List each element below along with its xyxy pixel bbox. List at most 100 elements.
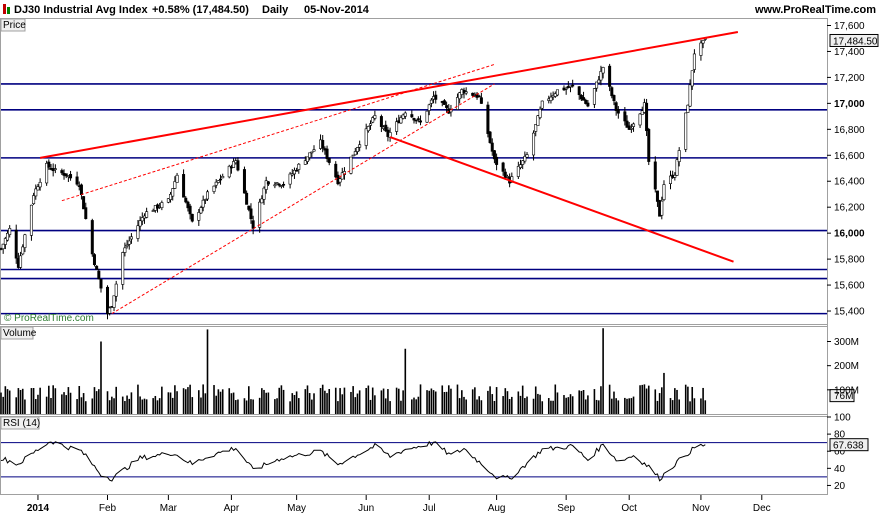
candle-body [69, 174, 73, 179]
candle-body [349, 156, 353, 174]
candle-body [464, 91, 468, 94]
volume-layer [0, 328, 707, 414]
date-tick-label: 2014 [27, 503, 50, 514]
candle-body [232, 161, 236, 168]
candle-body [260, 198, 264, 204]
candle-body [292, 169, 296, 175]
candle-body [555, 89, 559, 96]
candle-body [334, 163, 338, 178]
candle-body [523, 156, 527, 162]
candle-body [214, 181, 218, 186]
price-tick-label: 16,200 [834, 203, 865, 214]
candle-body [29, 204, 33, 236]
candle-body [45, 162, 49, 184]
candle-body [145, 211, 149, 218]
candle-body [36, 186, 40, 191]
candle-body [321, 140, 325, 149]
candle-body [38, 181, 42, 188]
trendline [39, 30, 739, 159]
candle-body [242, 169, 246, 194]
candle-body [125, 244, 129, 247]
candle-body [660, 200, 664, 216]
candle-body [571, 84, 575, 87]
candle-body [701, 40, 705, 44]
candle-body [197, 212, 201, 221]
candle-body [540, 100, 544, 109]
candle-body [53, 168, 57, 170]
candle-body [136, 225, 140, 239]
candle-body [79, 184, 83, 195]
candle-body [516, 166, 520, 177]
candle-body [690, 70, 694, 87]
volume-tick-label: 76M [834, 391, 853, 402]
candle-body [206, 191, 210, 200]
site-url[interactable]: www.ProRealTime.com [754, 4, 876, 16]
rsi-tick-label: 40 [834, 464, 846, 475]
candle-body [173, 181, 177, 189]
candle-body [186, 201, 190, 209]
candle-body [353, 151, 357, 156]
candle-body [564, 87, 568, 90]
candle-body [616, 109, 620, 114]
candle-body [275, 182, 279, 185]
date-tick-label: Jul [423, 503, 436, 514]
candle-body [19, 255, 23, 268]
candle-body [538, 108, 542, 118]
candle-body [429, 99, 433, 104]
rsi-tick-label: 80 [834, 430, 846, 441]
candle-body [355, 147, 359, 152]
candle-body [169, 193, 173, 200]
candle-body [521, 160, 525, 165]
candle-body [366, 126, 370, 132]
candle-body [99, 278, 103, 289]
candle-body [262, 187, 266, 200]
candle-body [166, 198, 170, 203]
candle-body [23, 234, 27, 248]
date-tick-label: Feb [99, 503, 117, 514]
candle-body [612, 95, 616, 102]
candle-body [245, 192, 249, 205]
candle-body [351, 154, 355, 157]
candle-body [692, 53, 696, 70]
watermark: © ProRealTime.com [4, 313, 94, 324]
rsi-tick-label: 60 [834, 447, 846, 458]
candle-body [140, 217, 144, 222]
candle-body [203, 199, 207, 201]
candle-body [123, 247, 127, 253]
candle-body [84, 207, 88, 219]
candle-body [216, 180, 220, 183]
candle-body [227, 165, 231, 178]
volume-label: Volume [3, 328, 37, 339]
candle-body [90, 220, 94, 255]
candle-body [373, 115, 377, 119]
candle-body [82, 196, 86, 210]
candle-body [236, 160, 240, 171]
candle-body [645, 102, 649, 132]
price-tick-label: 16,000 [834, 229, 865, 240]
candle-body [632, 123, 636, 127]
candle-body [369, 123, 373, 126]
candle-body [184, 197, 188, 203]
candle-body [577, 86, 581, 96]
candle-body [536, 115, 540, 126]
candle-body [97, 270, 101, 280]
price-label: Price [3, 20, 26, 31]
candle-body [308, 152, 312, 158]
candle-body [288, 173, 292, 185]
candle-body [458, 92, 462, 100]
trendline [389, 136, 734, 263]
candle-body [403, 112, 407, 117]
candle-body [549, 96, 553, 101]
candle-body [595, 81, 599, 89]
candle-body [501, 162, 505, 172]
price-tick-label: 15,600 [834, 281, 865, 292]
candle-body [297, 163, 301, 170]
candle-body [258, 201, 262, 228]
candle-body [490, 142, 494, 152]
candle-body [601, 67, 605, 74]
candle-body [627, 125, 631, 130]
candle-body [655, 190, 659, 202]
candle-body [647, 129, 651, 162]
candle-body [327, 157, 331, 163]
candle-body [212, 185, 216, 192]
